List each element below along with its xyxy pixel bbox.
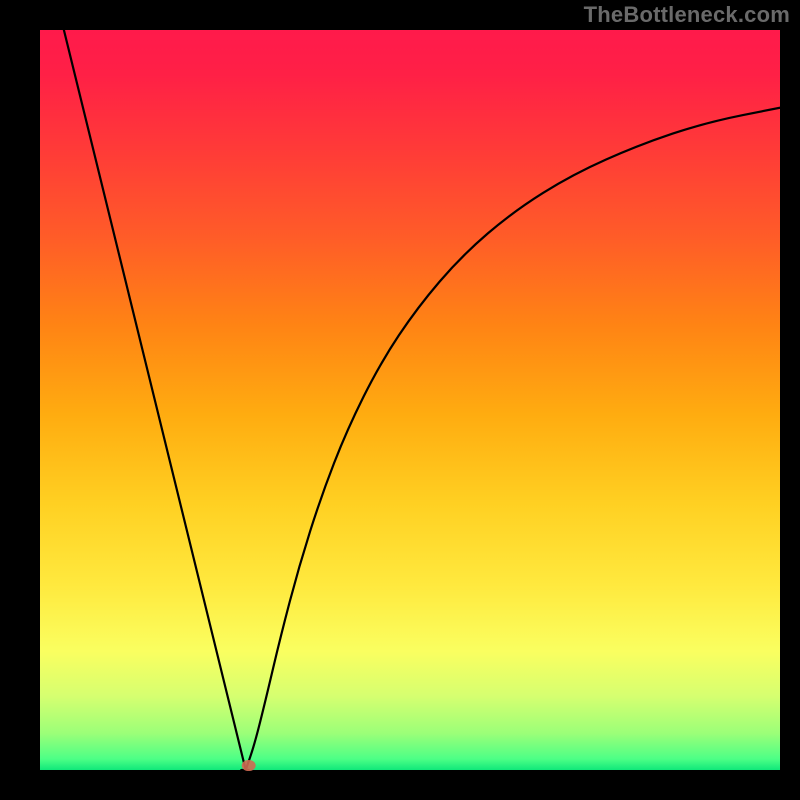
- watermark-text: TheBottleneck.com: [584, 2, 790, 28]
- optimal-point-marker: [242, 760, 256, 771]
- bottleneck-curve-chart: [0, 0, 800, 800]
- chart-container: TheBottleneck.com: [0, 0, 800, 800]
- plot-area: [40, 30, 780, 770]
